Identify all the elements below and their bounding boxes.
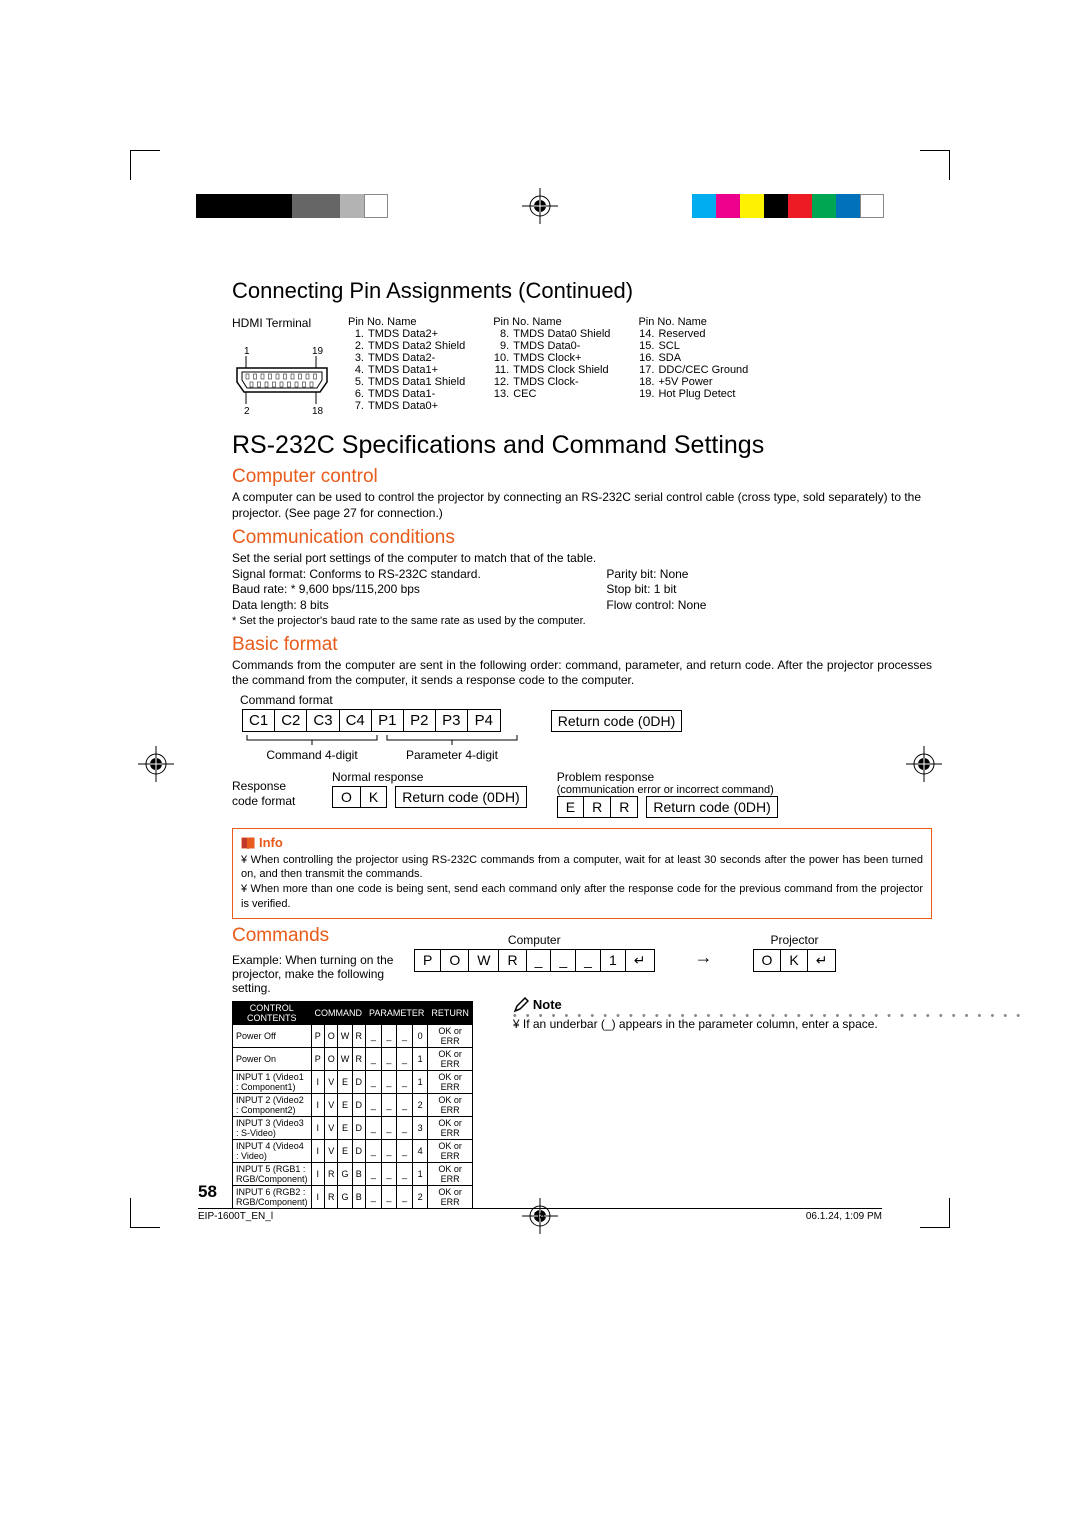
basic-format-text: Commands from the computer are sent in t… (232, 658, 932, 689)
color-bars-left (196, 194, 388, 218)
example-row: Example: When turning on the projector, … (232, 949, 932, 995)
section-title-rs232c: RS-232C Specifications and Command Setti… (232, 431, 932, 460)
pin-19-label: 19 (312, 346, 324, 357)
projector-header-label: Projector (753, 933, 837, 947)
normal-response-label: Normal response (332, 770, 527, 784)
comm-intro: Set the serial port settings of the comp… (232, 551, 932, 567)
pin-col-1: Pin No. Name 1.TMDS Data2+2.TMDS Data2 S… (348, 316, 465, 417)
heading-computer-control: Computer control (232, 466, 932, 488)
registration-mark-left (138, 746, 174, 782)
example-projector-box: OK↵ (753, 949, 837, 972)
ok-response-box: OK (332, 786, 387, 808)
pin-col-3: Pin No. Name 14.Reserved15.SCL16.SDA17.D… (638, 316, 748, 417)
pin-col-2: Pin No. Name 8.TMDS Data0 Shield9.TMDS D… (493, 316, 610, 417)
hdmi-diagram: 1 19 2 18 (232, 344, 332, 417)
page-number: 58 (198, 1182, 217, 1202)
hdmi-terminal-block: HDMI Terminal 1 19 2 18 (232, 316, 332, 417)
footer-filename: EIP-1600T_EN_l (198, 1211, 273, 1222)
command-format-label: Command format (240, 693, 932, 707)
command-4digit-label: Command 4-digit (242, 748, 382, 762)
computer-header-label: Computer (414, 933, 655, 947)
commands-table: CONTROL CONTENTSCOMMANDPARAMETERRETURNPo… (232, 1001, 473, 1209)
note-box: Note • • • • • • • • • • • • • • • • • •… (513, 997, 1023, 1031)
return-code-box-2: Return code (0DH) (395, 786, 527, 808)
heading-basic-format: Basic format (232, 634, 932, 656)
info-badge: Info (241, 835, 283, 850)
heading-communication-conditions: Communication conditions (232, 527, 932, 549)
computer-control-text: A computer can be used to control the pr… (232, 490, 932, 521)
command-format-boxes: C1C2C3C4P1P2P3P4 (242, 709, 501, 732)
pin-2-label: 2 (244, 406, 250, 414)
comm-settings: Signal format: Conforms to RS-232C stand… (232, 567, 932, 614)
example-computer-box: POWR___1↵ (414, 949, 655, 972)
info-box: Info ¥ When controlling the projector us… (232, 828, 932, 919)
page-content: Connecting Pin Assignments (Continued) H… (232, 278, 932, 1209)
footer-bar: EIP-1600T_EN_l 58 06.1.24, 1:09 PM (198, 1208, 882, 1222)
book-icon (241, 836, 255, 850)
hdmi-section: HDMI Terminal 1 19 2 18 Pi (232, 316, 932, 417)
hdmi-terminal-label: HDMI Terminal (232, 316, 332, 330)
section-title-pin-assignments: Connecting Pin Assignments (Continued) (232, 278, 932, 304)
return-code-box-1: Return code (0DH) (551, 710, 683, 732)
parameter-4digit-label: Parameter 4-digit (382, 748, 522, 762)
arrow-icon: → (695, 947, 713, 972)
pin-1-label: 1 (244, 346, 250, 357)
color-bars-right (692, 194, 884, 218)
return-code-box-3: Return code (0DH) (646, 796, 778, 818)
response-code-label: Response code format (232, 779, 312, 808)
footer-page: 58 (534, 1211, 545, 1222)
registration-mark-top (522, 188, 558, 224)
footer-timestamp: 06.1.24, 1:09 PM (806, 1211, 882, 1222)
err-response-box: ERR (557, 796, 639, 818)
pin-18-label: 18 (312, 406, 324, 414)
comm-footnote: * Set the projector's baud rate to the s… (232, 614, 932, 628)
example-label: Example: When turning on the projector, … (232, 949, 402, 995)
problem-response-label: Problem response (557, 770, 778, 784)
pin-columns: Pin No. Name 1.TMDS Data2+2.TMDS Data2 S… (348, 316, 748, 417)
problem-response-detail: (communication error or incorrect comman… (557, 784, 778, 796)
